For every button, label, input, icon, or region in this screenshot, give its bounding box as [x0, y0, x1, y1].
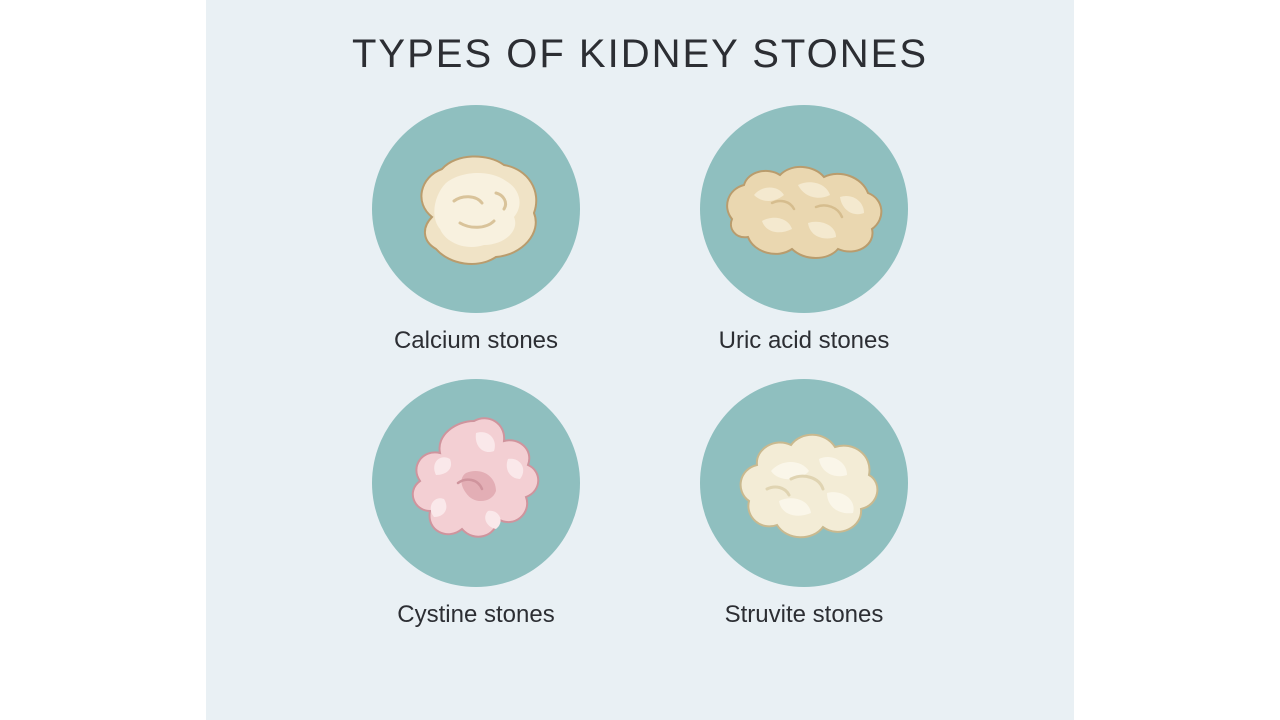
cell-uric-acid: Uric acid stones [700, 105, 908, 355]
calcium-stone-icon [396, 139, 556, 279]
label-calcium: Calcium stones [394, 327, 558, 355]
page-title: TYPES OF KIDNEY STONES [352, 32, 928, 77]
circle-struvite [700, 379, 908, 587]
infographic-panel: TYPES OF KIDNEY STONES Calcium stones [206, 0, 1074, 720]
cell-cystine: Cystine stones [372, 379, 580, 629]
circle-cystine [372, 379, 580, 587]
circle-calcium [372, 105, 580, 313]
stone-grid: Calcium stones Uric acid s [372, 105, 908, 629]
page: TYPES OF KIDNEY STONES Calcium stones [0, 0, 1280, 720]
cell-calcium: Calcium stones [372, 105, 580, 355]
label-uric-acid: Uric acid stones [719, 327, 890, 355]
cystine-stone-icon [396, 403, 556, 563]
label-cystine: Cystine stones [397, 601, 554, 629]
struvite-stone-icon [719, 413, 889, 553]
uric-acid-stone-icon [714, 149, 894, 269]
circle-uric-acid [700, 105, 908, 313]
cell-struvite: Struvite stones [700, 379, 908, 629]
label-struvite: Struvite stones [725, 601, 884, 629]
